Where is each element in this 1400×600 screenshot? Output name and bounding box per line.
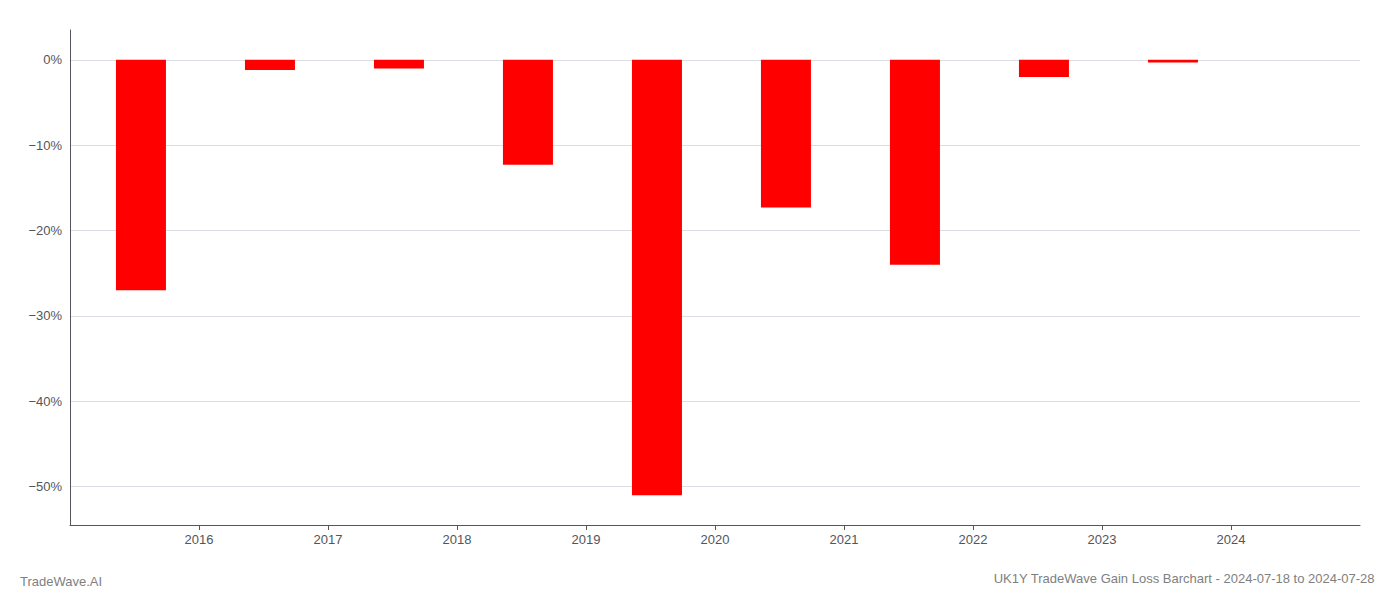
svg-text:−10%: −10%	[28, 138, 62, 153]
svg-text:2019: 2019	[572, 532, 601, 547]
svg-text:−50%: −50%	[28, 479, 62, 494]
svg-text:2022: 2022	[959, 532, 988, 547]
svg-text:2016: 2016	[185, 532, 214, 547]
svg-text:UK1Y TradeWave Gain Loss Barch: UK1Y TradeWave Gain Loss Barchart - 2024…	[994, 571, 1375, 586]
svg-text:2021: 2021	[830, 532, 859, 547]
svg-text:2024: 2024	[1217, 532, 1246, 547]
svg-text:−20%: −20%	[28, 223, 62, 238]
svg-text:2020: 2020	[701, 532, 730, 547]
svg-text:2017: 2017	[314, 532, 343, 547]
svg-text:2023: 2023	[1088, 532, 1117, 547]
svg-text:−40%: −40%	[28, 394, 62, 409]
svg-text:TradeWave.AI: TradeWave.AI	[20, 574, 102, 589]
svg-text:2018: 2018	[443, 532, 472, 547]
svg-text:−30%: −30%	[28, 308, 62, 323]
svg-text:0%: 0%	[43, 52, 62, 67]
